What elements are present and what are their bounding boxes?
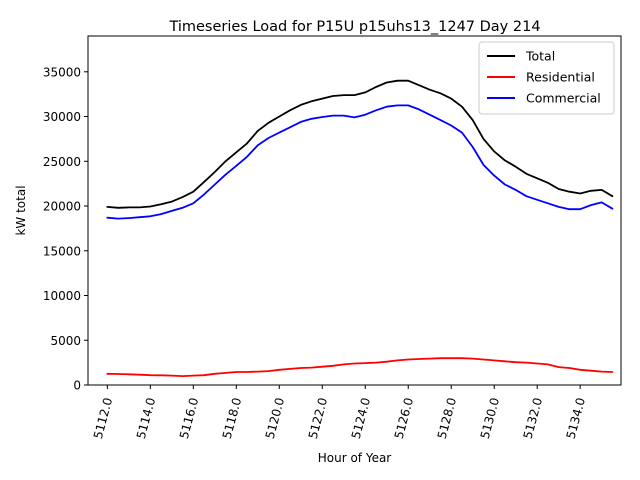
x-axis-label: Hour of Year (318, 451, 392, 465)
axes-frame (87, 35, 622, 386)
y-tick-label: 35000 (43, 65, 81, 79)
legend-label-commercial: Commercial (526, 91, 601, 106)
series-line-residential (106, 357, 614, 378)
plot-area (106, 79, 614, 378)
y-tick-label: 25000 (43, 155, 81, 169)
x-tick-label: 5116.0 (177, 396, 201, 440)
x-tick-label: 5122.0 (306, 396, 330, 440)
x-tick-label: 5120.0 (263, 396, 287, 440)
legend-box (478, 41, 615, 115)
legend: Total Residential Commercial (478, 41, 615, 115)
x-tick-label: 5128.0 (435, 396, 459, 440)
x-tick-label: 5114.0 (134, 396, 158, 440)
x-tick-label: 5130.0 (478, 396, 502, 440)
y-tick-label: 20000 (43, 200, 81, 214)
y-axis-label: kW total (14, 185, 28, 235)
x-tick-label: 5134.0 (564, 396, 588, 440)
legend-label-total: Total (525, 49, 555, 64)
y-tick-label: 0 (73, 379, 81, 393)
y-tick-label: 5000 (50, 334, 81, 348)
x-tick-label: 5118.0 (220, 396, 244, 440)
legend-entries: Total Residential Commercial (487, 49, 601, 106)
x-tick-label: 5132.0 (521, 396, 545, 440)
x-tick-label: 5112.0 (91, 396, 115, 440)
x-axis-ticks: 5112.0 5114.0 5116.0 5118.0 5120.0 5122.0 5124… (91, 385, 588, 440)
x-tick-label: 5126.0 (392, 396, 416, 440)
y-axis-ticks: 0 5000 10000 15000 20000 25000 30000 35000 (43, 65, 88, 393)
y-tick-label: 15000 (43, 244, 81, 258)
y-tick-label: 10000 (43, 289, 81, 303)
y-tick-label: 30000 (43, 110, 81, 124)
chart-title: Timeseries Load for P15U p15uhs13_1247 D… (168, 19, 540, 35)
series-line-commercial (106, 104, 614, 220)
legend-label-residential: Residential (526, 70, 595, 85)
series-line-total (106, 79, 614, 209)
x-tick-label: 5124.0 (349, 396, 373, 440)
